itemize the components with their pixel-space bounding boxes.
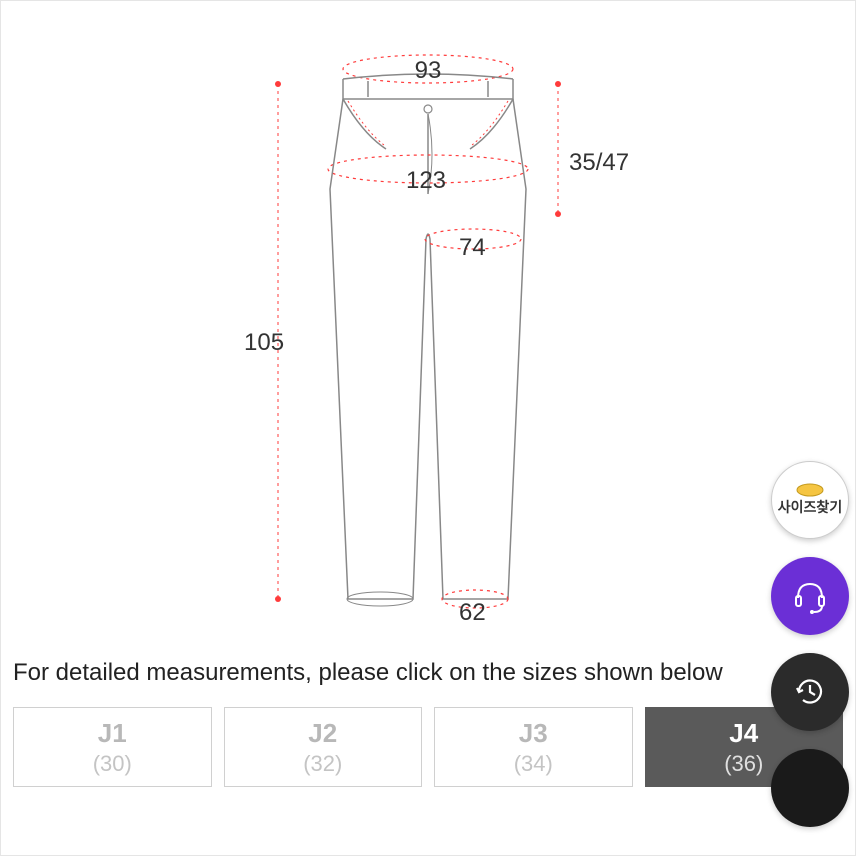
size-label: J3 bbox=[519, 718, 548, 749]
size-sub: (34) bbox=[514, 751, 553, 777]
tape-icon bbox=[796, 483, 824, 497]
history-icon bbox=[791, 673, 829, 711]
size-option-j3[interactable]: J3 (34) bbox=[434, 707, 633, 787]
product-size-panel: 93 123 35/47 74 105 62 For detailed meas… bbox=[0, 0, 856, 856]
chat-button[interactable] bbox=[771, 557, 849, 635]
instruction-text: For detailed measurements, please click … bbox=[9, 649, 847, 707]
size-finder-label: 사이즈찾기 bbox=[778, 497, 842, 517]
length-label: 105 bbox=[244, 329, 284, 357]
hip-label: 123 bbox=[406, 167, 446, 195]
rise-label: 35/47 bbox=[569, 149, 629, 177]
size-sub: (30) bbox=[93, 751, 132, 777]
pants-diagram: 93 123 35/47 74 105 62 bbox=[9, 9, 847, 649]
floating-buttons: 사이즈찾기 bbox=[771, 461, 849, 827]
headset-icon bbox=[790, 576, 830, 616]
size-option-j2[interactable]: J2 (32) bbox=[224, 707, 423, 787]
extra-button[interactable] bbox=[771, 749, 849, 827]
waist-label: 93 bbox=[415, 57, 442, 85]
size-option-j1[interactable]: J1 (30) bbox=[13, 707, 212, 787]
size-finder-button[interactable]: 사이즈찾기 bbox=[771, 461, 849, 539]
size-sub: (36) bbox=[724, 751, 763, 777]
hem-label: 62 bbox=[459, 599, 486, 627]
size-label: J1 bbox=[98, 718, 127, 749]
thigh-label: 74 bbox=[459, 234, 486, 262]
size-sub: (32) bbox=[303, 751, 342, 777]
size-label: J2 bbox=[308, 718, 337, 749]
size-label: J4 bbox=[729, 718, 758, 749]
history-button[interactable] bbox=[771, 653, 849, 731]
size-selector: J1 (30) J2 (32) J3 (34) J4 (36) bbox=[9, 707, 847, 787]
